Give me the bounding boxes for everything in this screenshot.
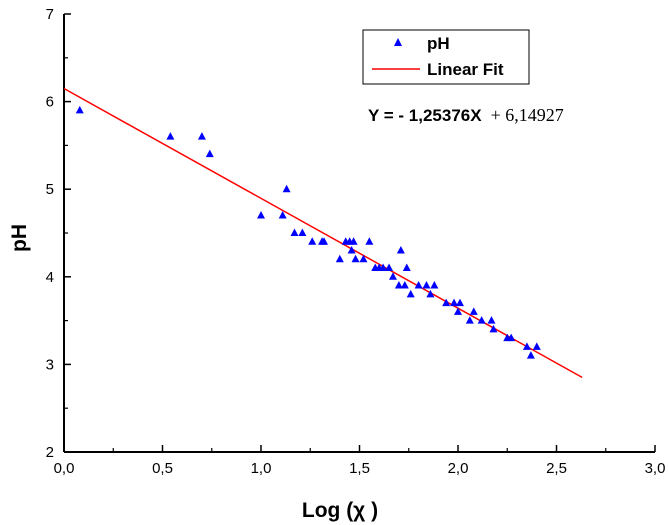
fit-equation: Y = - 1,25376X + 6,14927	[368, 105, 564, 125]
data-point	[335, 254, 344, 263]
data-point	[351, 254, 360, 263]
data-point	[465, 316, 474, 324]
data-point	[388, 272, 397, 280]
x-tick-label: 3,0	[645, 460, 666, 477]
data-point	[426, 289, 435, 298]
x-axis-title: Log (χ )	[302, 499, 378, 522]
data-point	[442, 298, 451, 307]
x-tick-label: 2,5	[546, 460, 567, 477]
data-point	[205, 149, 214, 158]
x-tick-label: 1,0	[251, 460, 272, 477]
data-point	[290, 228, 299, 236]
data-point	[402, 263, 411, 272]
data-point	[282, 184, 291, 193]
plot-area	[63, 14, 655, 453]
data-point	[469, 307, 478, 315]
data-point	[166, 132, 175, 140]
linear-fit-layer	[63, 87, 583, 379]
y-tick-label: 5	[46, 181, 54, 198]
data-point	[347, 246, 356, 254]
fit-equation-intercept: + 6,14927	[491, 105, 564, 125]
data-point	[522, 342, 531, 350]
data-point	[385, 263, 394, 272]
data-point	[308, 237, 317, 245]
data-point	[197, 132, 206, 140]
data-points	[75, 105, 541, 359]
y-tick-label: 4	[46, 269, 54, 286]
data-point	[430, 281, 439, 289]
y-tick-label: 2	[46, 444, 54, 461]
data-point	[454, 307, 462, 315]
x-tick-label: 2,0	[448, 460, 469, 477]
linear-fit-line	[63, 87, 583, 379]
data-point	[394, 281, 403, 289]
y-axis: 2 3 4 5 6 7	[46, 6, 71, 461]
data-point	[349, 237, 358, 245]
data-point	[450, 298, 459, 307]
data-point	[477, 316, 486, 324]
data-point	[489, 324, 498, 333]
data-point	[365, 237, 374, 245]
legend: pH Linear Fit	[362, 29, 530, 85]
x-tick-label: 0,5	[152, 460, 173, 477]
data-point	[487, 316, 496, 324]
legend-box	[362, 29, 530, 85]
y-axis-title: pH	[8, 224, 31, 252]
data-point	[257, 210, 265, 219]
data-point	[406, 289, 415, 298]
x-axis: 0,0 0,5 1,0 1,5 2,0 2,5 3,0	[54, 445, 666, 477]
data-point	[75, 105, 84, 114]
data-point	[320, 237, 329, 245]
y-tick-label: 6	[46, 94, 54, 111]
data-point	[455, 298, 464, 307]
data-point	[414, 281, 423, 289]
data-point	[359, 254, 368, 263]
data-point	[422, 281, 431, 289]
data-point	[526, 351, 535, 359]
legend-triangle-icon	[394, 38, 402, 46]
fit-equation-main: Y = - 1,25376X	[368, 106, 482, 125]
y-tick-label: 7	[46, 6, 54, 23]
y-tick-label: 3	[46, 356, 54, 373]
x-tick-label: 1,5	[349, 460, 370, 477]
data-point	[400, 281, 409, 289]
data-point	[532, 342, 541, 350]
data-point	[298, 228, 307, 236]
data-point	[278, 210, 287, 219]
data-point	[379, 263, 388, 272]
legend-label-linear-fit: Linear Fit	[427, 60, 504, 79]
legend-label-ph: pH	[427, 34, 450, 53]
data-point	[507, 333, 516, 342]
data-point	[396, 246, 405, 254]
x-tick-label: 0,0	[54, 460, 75, 477]
